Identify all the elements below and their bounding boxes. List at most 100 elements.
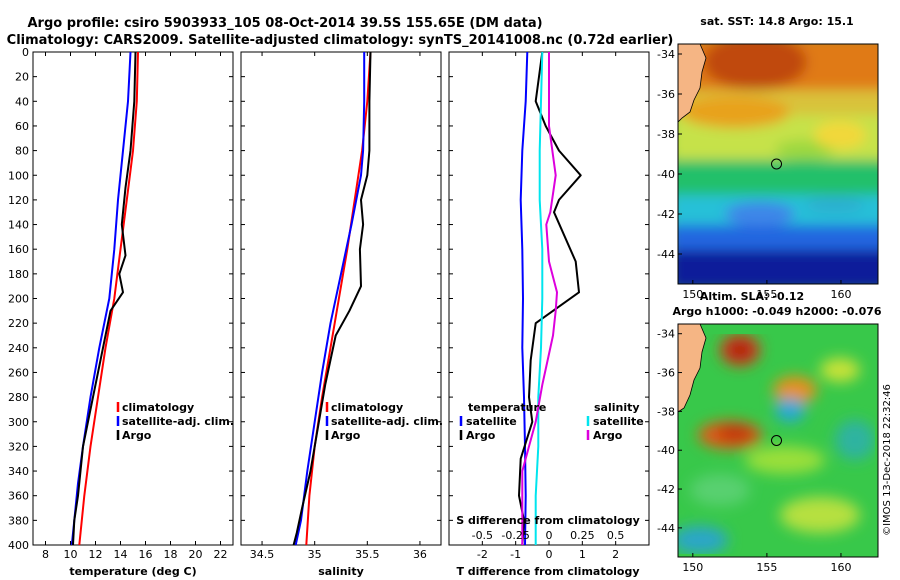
map-x-tick-label: 160 bbox=[830, 561, 851, 574]
s-tick-label: -0.5 bbox=[472, 529, 493, 542]
sst-map-title: sat. SST: 14.8 Argo: 15.1 bbox=[700, 15, 853, 28]
map-y-tick-label: -38 bbox=[657, 405, 675, 418]
x-tick-label: 35 bbox=[308, 548, 322, 561]
legend-label: satellite bbox=[466, 415, 517, 428]
series-line-satellite-adj--clim- bbox=[70, 51, 132, 546]
sst-map-landmass bbox=[678, 44, 707, 123]
map-x-tick-label: 155 bbox=[756, 561, 777, 574]
map-y-tick-label: -40 bbox=[657, 168, 675, 181]
series-line-satellite-adj--clim- bbox=[294, 52, 366, 546]
depth-tick-label: 220 bbox=[8, 317, 29, 330]
sla-map-landmass bbox=[678, 324, 707, 413]
temperature-series bbox=[70, 51, 139, 546]
map-y-tick-label: -34 bbox=[657, 328, 675, 341]
depth-tick-label: 20 bbox=[15, 71, 29, 84]
map-y-tick-label: -36 bbox=[657, 88, 675, 101]
legend-label: satellite-adj. clim. bbox=[331, 415, 443, 428]
figure-title-line1: Argo profile: csiro 5903933_105 08-Oct-2… bbox=[27, 16, 542, 31]
depth-tick-label: 0 bbox=[22, 46, 29, 59]
sst-argo-marker bbox=[771, 158, 783, 170]
map-x-tick-label: 155 bbox=[756, 288, 777, 301]
depth-tick-label: 400 bbox=[8, 539, 29, 552]
salinity-x-ticks: 34.5 35 35.5 36 bbox=[241, 51, 441, 561]
legend-label: Argo bbox=[466, 429, 496, 442]
x-tick-label: 2 bbox=[612, 548, 619, 561]
depth-tick-label: 40 bbox=[15, 95, 29, 108]
sla-map-ticks: 150 155 160 -34 -36 -38 -40 -42 -44 bbox=[657, 328, 851, 574]
sst-map-frame bbox=[677, 43, 879, 285]
depth-tick-label: 200 bbox=[8, 293, 29, 306]
map-y-tick-label: -44 bbox=[657, 248, 675, 261]
x-tick-label: 34.5 bbox=[250, 548, 275, 561]
imos-credit: ©IMOS 13-Dec-2018 22:32:46 bbox=[882, 384, 893, 536]
salinity-xlabel: salinity bbox=[318, 565, 364, 578]
s-difference-x-ticks: -0.5 -0.25 0 0.25 0.5 bbox=[472, 529, 625, 542]
difference-legend: temperature salinitysatelliteArgosatellit… bbox=[459, 401, 644, 442]
sla-map-subtitle: Argo h1000: -0.049 h2000: -0.076 bbox=[672, 305, 881, 318]
temperature-panel: 0 20 40 60 80 100 120 140 160 180 200 220 240 260 280 3… bbox=[8, 46, 234, 578]
series-line-climatology bbox=[78, 51, 139, 546]
legend-label: Argo bbox=[331, 429, 361, 442]
legend-label: climatology bbox=[122, 401, 194, 414]
depth-tick-label: 60 bbox=[15, 120, 29, 133]
sst-map-ticks: 150 155 160 -34 -36 -38 -40 -42 -44 bbox=[657, 48, 851, 301]
map-y-tick-label: -42 bbox=[657, 208, 675, 221]
sla-map-field bbox=[678, 324, 878, 557]
x-tick-label: 35.5 bbox=[355, 548, 380, 561]
temperature-xlabel: temperature (deg C) bbox=[69, 565, 196, 578]
x-tick-label: 16 bbox=[139, 548, 153, 561]
x-tick-label: -1 bbox=[510, 548, 521, 561]
temperature-x-ticks: 8 10 12 14 16 18 20 22 bbox=[33, 51, 233, 561]
s-tick-label: 0 bbox=[546, 529, 553, 542]
depth-tick-label: 320 bbox=[8, 440, 29, 453]
temperature-plot-frame bbox=[32, 51, 234, 546]
depth-tick-label: 240 bbox=[8, 342, 29, 355]
map-x-tick-label: 160 bbox=[830, 288, 851, 301]
x-tick-label: 20 bbox=[189, 548, 203, 561]
sst-map-panel: sat. SST: 14.8 Argo: 15.1 150 15 bbox=[657, 15, 879, 301]
legend-label: climatology bbox=[331, 401, 403, 414]
map-y-tick-label: -38 bbox=[657, 128, 675, 141]
map-y-tick-label: -42 bbox=[657, 483, 675, 496]
depth-tick-label: 140 bbox=[8, 219, 29, 232]
s-difference-axis-label: S difference from climatology bbox=[456, 514, 640, 527]
legend-label: Argo bbox=[122, 429, 152, 442]
depth-tick-label: 80 bbox=[15, 145, 29, 158]
sla-map-frame bbox=[677, 323, 879, 558]
depth-tick-label: 380 bbox=[8, 514, 29, 527]
s-tick-label: -0.25 bbox=[501, 529, 529, 542]
legend-title-salinity: salinity bbox=[594, 401, 640, 414]
figure-title-line2: Climatology: CARS2009. Satellite-adjuste… bbox=[7, 33, 674, 48]
salinity-series bbox=[292, 51, 372, 546]
legend-label: Argo bbox=[593, 429, 623, 442]
x-tick-label: 10 bbox=[64, 548, 78, 561]
x-tick-label: 8 bbox=[42, 548, 49, 561]
depth-tick-label: 100 bbox=[8, 169, 29, 182]
x-tick-label: 12 bbox=[89, 548, 103, 561]
legend-label: satellite-adj. clim. bbox=[122, 415, 234, 428]
s-tick-label: 0.5 bbox=[607, 529, 625, 542]
depth-tick-label: 180 bbox=[8, 268, 29, 281]
s-tick-label: 0.25 bbox=[570, 529, 595, 542]
x-tick-label: 1 bbox=[579, 548, 586, 561]
sla-map-panel: Altim. SLA: -0.12 Argo h1000: -0.049 h20… bbox=[657, 290, 882, 574]
x-tick-label: 36 bbox=[413, 548, 427, 561]
salinity-plot-frame bbox=[240, 51, 442, 546]
depth-tick-labels: 0 20 40 60 80 100 120 140 160 180 200 220 240 260 280 3… bbox=[8, 46, 29, 552]
series-line-argo bbox=[292, 51, 372, 546]
x-tick-label: -2 bbox=[477, 548, 488, 561]
depth-tick-label: 300 bbox=[8, 416, 29, 429]
depth-tick-label: 280 bbox=[8, 391, 29, 404]
series-line-argo bbox=[521, 52, 558, 545]
x-tick-label: 18 bbox=[164, 548, 178, 561]
sst-map-field bbox=[678, 44, 878, 284]
x-tick-label: 0 bbox=[546, 548, 553, 561]
depth-tick-label: 160 bbox=[8, 243, 29, 256]
series-line-argo bbox=[72, 51, 137, 546]
series-line-argo bbox=[518, 51, 582, 546]
depth-tick-label: 340 bbox=[8, 465, 29, 478]
difference-xlabel: T difference from climatology bbox=[456, 565, 639, 578]
